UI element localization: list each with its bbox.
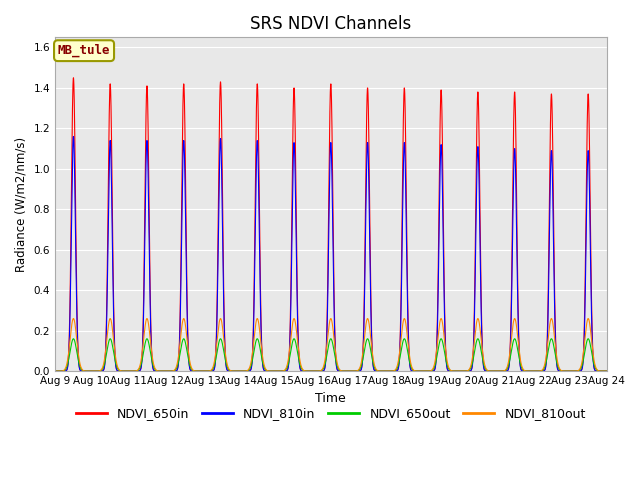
Y-axis label: Radiance (W/m2/nm/s): Radiance (W/m2/nm/s): [15, 137, 28, 272]
Title: SRS NDVI Channels: SRS NDVI Channels: [250, 15, 412, 33]
X-axis label: Time: Time: [316, 392, 346, 405]
Text: MB_tule: MB_tule: [58, 44, 110, 57]
Legend: NDVI_650in, NDVI_810in, NDVI_650out, NDVI_810out: NDVI_650in, NDVI_810in, NDVI_650out, NDV…: [71, 402, 591, 425]
